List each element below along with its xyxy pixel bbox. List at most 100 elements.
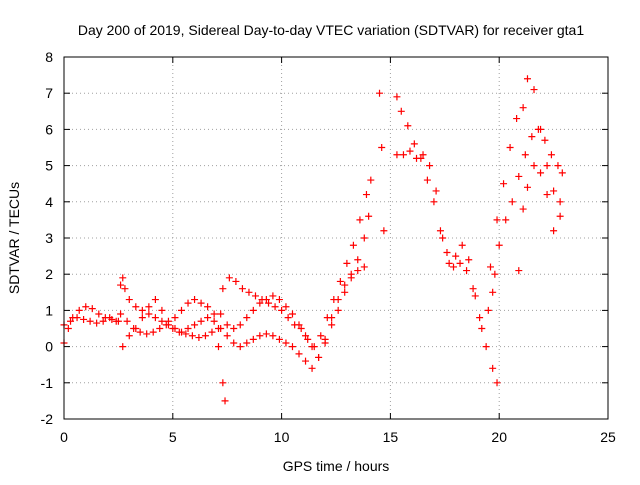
data-point <box>341 281 349 289</box>
data-point <box>365 212 373 220</box>
data-point <box>232 277 240 285</box>
data-point <box>219 285 227 293</box>
data-point <box>297 325 305 332</box>
data-point <box>278 306 286 314</box>
data-point <box>149 328 157 336</box>
x-axis-label: GPS time / hours <box>283 458 390 474</box>
chart-title: Day 200 of 2019, Sidereal Day-to-day VTE… <box>78 22 585 38</box>
data-point <box>175 328 183 336</box>
data-point <box>217 310 225 318</box>
data-point <box>223 332 231 340</box>
data-point <box>315 353 323 361</box>
data-point <box>360 234 368 242</box>
data-point <box>530 162 538 170</box>
data-point <box>132 303 140 311</box>
data-point <box>362 191 370 199</box>
data-point <box>515 267 523 275</box>
data-point <box>334 306 342 314</box>
data-point <box>119 343 127 351</box>
y-tick-labels: -2 -1 0 1 2 3 4 5 6 7 8 <box>41 49 54 427</box>
data-point <box>119 274 127 282</box>
data-point <box>138 306 146 314</box>
data-point <box>393 93 401 101</box>
data-point <box>347 270 355 278</box>
x-tick-label: 20 <box>491 429 507 445</box>
data-point <box>521 151 529 159</box>
data-point <box>162 321 170 329</box>
data-point <box>432 187 440 195</box>
data-point <box>439 234 447 242</box>
data-point <box>269 332 277 340</box>
data-point <box>143 330 151 338</box>
data-point <box>225 274 233 282</box>
data-point <box>210 310 218 318</box>
series-track-g <box>376 89 388 235</box>
data-point <box>508 198 516 206</box>
data-point <box>182 330 190 338</box>
data-point <box>214 325 222 332</box>
data-point <box>136 328 144 336</box>
data-point <box>112 317 120 325</box>
data-point <box>419 151 427 159</box>
series-track-h <box>393 93 501 387</box>
x-tick-label: 5 <box>169 429 177 445</box>
data-point <box>201 332 209 340</box>
data-point <box>284 314 292 322</box>
data-point <box>380 227 388 235</box>
data-point <box>106 314 114 322</box>
data-point <box>397 107 405 115</box>
data-point <box>238 285 246 293</box>
data-point <box>489 288 497 296</box>
data-point <box>515 172 523 180</box>
data-point <box>117 310 125 318</box>
data-point <box>145 310 153 318</box>
data-point <box>75 306 83 314</box>
data-point <box>275 296 283 304</box>
data-point <box>288 343 296 351</box>
data-point <box>302 357 310 365</box>
data-point <box>295 321 303 329</box>
data-point <box>204 314 212 322</box>
data-point <box>158 317 166 325</box>
y-tick-label: 3 <box>45 230 53 246</box>
data-point <box>249 335 257 343</box>
data-point <box>523 183 531 191</box>
data-point <box>328 321 336 329</box>
data-point <box>554 162 562 170</box>
data-point <box>256 332 264 340</box>
data-point <box>523 75 531 83</box>
series-track-c <box>117 310 222 342</box>
data-point <box>64 325 72 332</box>
data-point <box>251 292 259 300</box>
data-point <box>445 259 453 267</box>
data-point <box>195 334 203 342</box>
data-point <box>543 162 551 170</box>
data-point <box>269 292 277 300</box>
y-tick-label: 0 <box>45 339 53 355</box>
data-point <box>443 248 451 256</box>
data-point <box>489 364 497 372</box>
data-point <box>204 303 212 311</box>
x-tick-label: 0 <box>60 429 68 445</box>
y-tick-label: 5 <box>45 158 53 174</box>
data-point <box>191 296 199 304</box>
data-point <box>223 321 231 329</box>
data-point <box>121 285 129 293</box>
data-point <box>156 325 164 332</box>
data-point <box>249 306 257 314</box>
data-point <box>426 162 434 170</box>
x-tick-label: 25 <box>600 429 616 445</box>
data-point <box>541 136 549 144</box>
y-tick-label: 7 <box>45 85 53 101</box>
data-point <box>534 125 542 133</box>
series-track-d <box>219 176 375 351</box>
data-point <box>547 151 555 159</box>
data-point <box>138 314 146 322</box>
y-tick-label: 4 <box>45 194 53 210</box>
series-track-l <box>515 162 564 275</box>
data-point <box>123 317 131 325</box>
data-point <box>471 292 479 300</box>
data-point <box>236 321 244 329</box>
data-point <box>343 259 351 267</box>
